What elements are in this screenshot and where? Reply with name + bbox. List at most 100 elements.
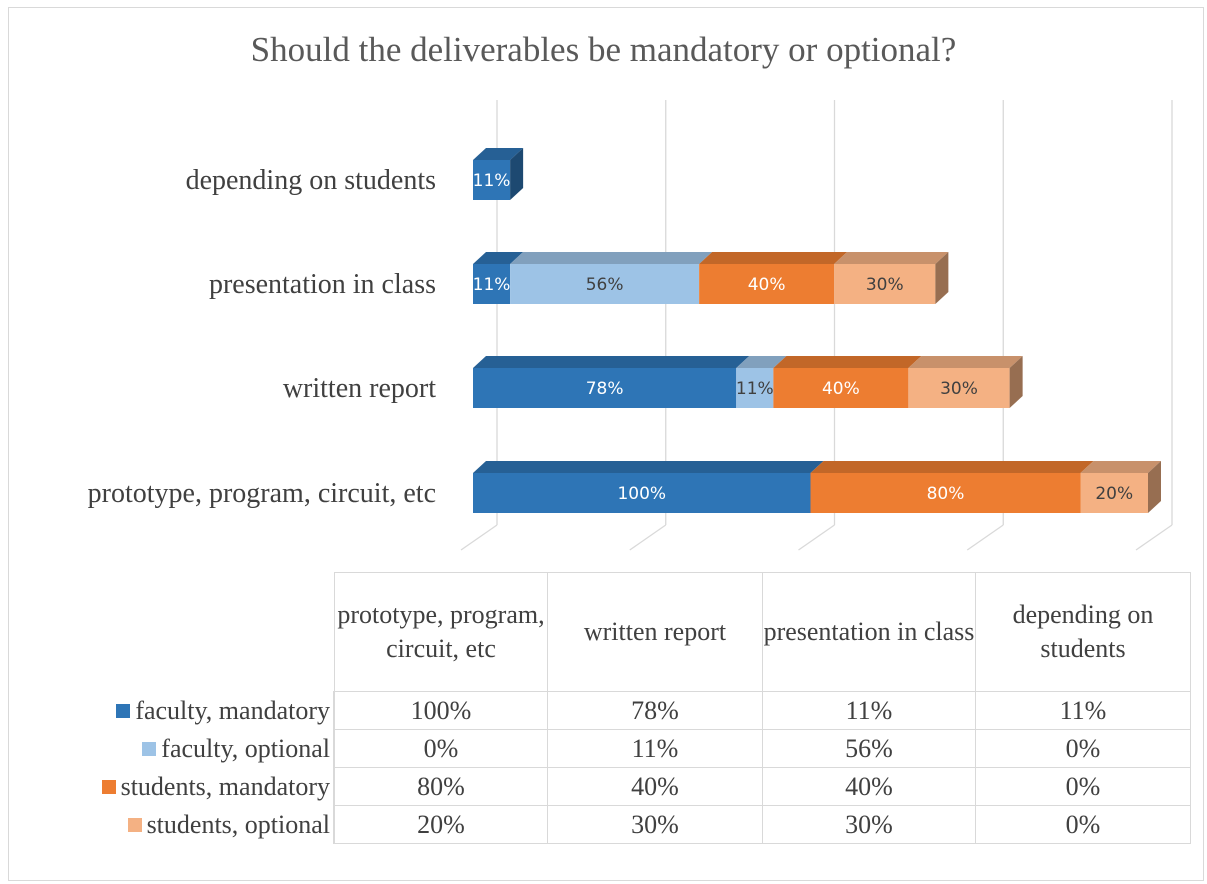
table-col-header: prototype, program, circuit, etc bbox=[334, 572, 548, 692]
bar-top bbox=[773, 356, 922, 368]
data-label: 40% bbox=[748, 275, 786, 295]
table-cell: 11% bbox=[975, 691, 1191, 730]
series-name: faculty, optional bbox=[161, 733, 330, 763]
table-col-header: written report bbox=[547, 572, 763, 692]
bar-segment: 100% bbox=[473, 461, 824, 513]
table-cell: 0% bbox=[975, 767, 1191, 806]
data-label: 11% bbox=[473, 171, 511, 191]
bar-side bbox=[935, 252, 949, 304]
bar-front bbox=[736, 368, 774, 408]
category-axis: prototype, program, circuit, etc written … bbox=[88, 165, 437, 509]
table-row: students, mandatory 80% 40% 40% 0% bbox=[101, 767, 1191, 806]
bar-side bbox=[1148, 461, 1161, 513]
bar-front bbox=[473, 264, 511, 304]
bar-top bbox=[908, 356, 1023, 368]
bar-top bbox=[736, 356, 787, 368]
table-cell: 0% bbox=[975, 805, 1191, 844]
bar-top bbox=[473, 252, 524, 264]
bar-segment: 30% bbox=[834, 252, 949, 304]
data-table: prototype, program, circuit, etc written… bbox=[101, 572, 1191, 844]
bar-front bbox=[810, 473, 1081, 513]
data-label: 30% bbox=[866, 275, 904, 295]
floor-gridline bbox=[798, 524, 835, 551]
table-row-header: faculty, mandatory bbox=[116, 691, 335, 730]
data-label: 30% bbox=[940, 379, 978, 399]
legend-key bbox=[116, 703, 131, 718]
bar-top bbox=[834, 252, 949, 264]
category-label: written report bbox=[283, 373, 436, 404]
bar-top bbox=[510, 252, 713, 264]
table-row: faculty, optional 0% 11% 56% 0% bbox=[142, 729, 1191, 768]
bar-front bbox=[1080, 473, 1148, 513]
category-label: depending on students bbox=[186, 165, 436, 196]
floor-gridline bbox=[629, 524, 667, 551]
data-label: 80% bbox=[927, 484, 965, 504]
bar-segment: 30% bbox=[908, 356, 1023, 408]
bar-side bbox=[1009, 356, 1023, 408]
data-label: 100% bbox=[617, 484, 666, 504]
table-cell: 11% bbox=[547, 729, 763, 768]
bar-front bbox=[510, 264, 700, 304]
bar-front bbox=[773, 368, 909, 408]
plot-area: prototype, program, circuit, etc written … bbox=[88, 100, 1173, 551]
table-cell: 56% bbox=[762, 729, 976, 768]
series-name: students, optional bbox=[146, 809, 330, 839]
bar-front bbox=[834, 264, 936, 304]
table-col-header: depending on students bbox=[975, 572, 1191, 692]
bar-front bbox=[908, 368, 1010, 408]
bar-segment: 20% bbox=[1080, 461, 1161, 513]
data-label: 20% bbox=[1095, 484, 1133, 504]
bar-front bbox=[699, 264, 835, 304]
floor-gridline bbox=[1135, 524, 1173, 551]
bar-segment: 40% bbox=[699, 252, 848, 304]
data-label: 56% bbox=[586, 275, 624, 295]
legend-key bbox=[142, 741, 157, 756]
chart-title: Should the deliverables be mandatory or … bbox=[250, 30, 957, 69]
data-label: 11% bbox=[736, 379, 774, 399]
table-row: students, optional 20% 30% 30% 0% bbox=[127, 805, 1191, 844]
category-label: presentation in class bbox=[209, 269, 436, 300]
gridlines bbox=[460, 100, 1173, 551]
table-cell: 80% bbox=[334, 767, 548, 806]
table-row-header: students, optional bbox=[127, 805, 335, 844]
bar-top bbox=[699, 252, 848, 264]
bar-top bbox=[1080, 461, 1161, 473]
series-name: faculty, mandatory bbox=[135, 695, 330, 725]
table-row-header: faculty, optional bbox=[142, 729, 335, 768]
bar-side bbox=[510, 148, 524, 200]
bar-segment: 40% bbox=[773, 356, 922, 408]
bar-top bbox=[473, 148, 524, 160]
table-row: faculty, mandatory 100% 78% 11% 11% bbox=[116, 691, 1191, 730]
table-cell: 11% bbox=[762, 691, 976, 730]
data-label: 40% bbox=[822, 379, 860, 399]
table-cell: 20% bbox=[334, 805, 548, 844]
table-cell: 40% bbox=[762, 767, 976, 806]
floor-gridline bbox=[966, 524, 1004, 551]
bar-segment: 80% bbox=[810, 461, 1094, 513]
data-label: 11% bbox=[473, 275, 511, 295]
table-cell: 0% bbox=[334, 729, 548, 768]
table-cell: 30% bbox=[762, 805, 976, 844]
table-col-header: presentation in class bbox=[762, 572, 976, 692]
bar-segment: 11% bbox=[473, 148, 524, 200]
bar-segment: 11% bbox=[736, 356, 787, 408]
floor-gridline bbox=[460, 524, 498, 551]
series-name: students, mandatory bbox=[120, 771, 330, 801]
data-label: 78% bbox=[586, 379, 624, 399]
table-cell: 78% bbox=[547, 691, 763, 730]
table-cell: 100% bbox=[334, 691, 548, 730]
table-cell: 0% bbox=[975, 729, 1191, 768]
legend-key bbox=[127, 817, 142, 832]
table-cell: 40% bbox=[547, 767, 763, 806]
bar-front bbox=[473, 368, 737, 408]
legend-key bbox=[101, 779, 116, 794]
bar-segment: 78% bbox=[473, 356, 750, 408]
bar-segment: 56% bbox=[510, 252, 713, 304]
category-label: prototype, program, circuit, etc bbox=[88, 478, 436, 509]
table-cell: 30% bbox=[547, 805, 763, 844]
bar-segment: 11% bbox=[473, 252, 524, 304]
bar-front bbox=[473, 160, 511, 200]
bar-series: 100% 80% 20% 78% 11% 40% 30% 11% 56% 40% 30% 11% bbox=[473, 148, 1161, 513]
bar-top bbox=[473, 461, 824, 473]
table-row-header: students, mandatory bbox=[101, 767, 335, 806]
